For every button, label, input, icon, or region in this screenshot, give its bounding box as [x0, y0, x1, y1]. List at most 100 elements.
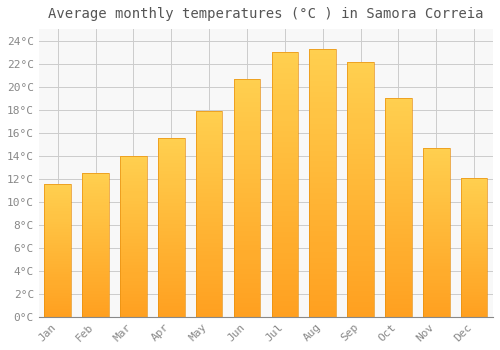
- Bar: [234, 169, 260, 174]
- Bar: [310, 279, 336, 285]
- Bar: [385, 150, 411, 155]
- Bar: [423, 290, 450, 293]
- Bar: [461, 258, 487, 261]
- Bar: [234, 260, 260, 264]
- Bar: [310, 76, 336, 81]
- Bar: [234, 226, 260, 231]
- Bar: [348, 159, 374, 164]
- Bar: [82, 262, 109, 265]
- Bar: [196, 255, 222, 259]
- Bar: [310, 306, 336, 312]
- Bar: [310, 199, 336, 204]
- Bar: [234, 193, 260, 198]
- Bar: [196, 127, 222, 131]
- Bar: [44, 314, 71, 317]
- Bar: [272, 285, 298, 290]
- Bar: [348, 124, 374, 128]
- Bar: [423, 175, 450, 178]
- Bar: [120, 175, 146, 178]
- Bar: [234, 178, 260, 183]
- Bar: [310, 263, 336, 268]
- Bar: [158, 281, 184, 285]
- Bar: [120, 194, 146, 197]
- Bar: [82, 208, 109, 210]
- Bar: [82, 205, 109, 208]
- Bar: [423, 293, 450, 296]
- Bar: [272, 312, 298, 317]
- Bar: [348, 236, 374, 240]
- Bar: [82, 239, 109, 242]
- Bar: [44, 237, 71, 240]
- Bar: [234, 312, 260, 317]
- Bar: [385, 181, 411, 186]
- Bar: [82, 257, 109, 259]
- Bar: [120, 256, 146, 259]
- Bar: [234, 264, 260, 269]
- Bar: [82, 311, 109, 314]
- Bar: [272, 264, 298, 269]
- Bar: [120, 310, 146, 314]
- Bar: [44, 248, 71, 251]
- Bar: [158, 295, 184, 299]
- Bar: [82, 294, 109, 297]
- Bar: [423, 188, 450, 191]
- Bar: [272, 259, 298, 264]
- Bar: [196, 202, 222, 205]
- Bar: [310, 124, 336, 129]
- Bar: [120, 220, 146, 223]
- Bar: [310, 54, 336, 60]
- Bar: [423, 205, 450, 209]
- Bar: [120, 207, 146, 210]
- Bar: [348, 291, 374, 296]
- Bar: [385, 133, 411, 138]
- Bar: [44, 184, 71, 317]
- Bar: [461, 250, 487, 253]
- Bar: [461, 183, 487, 186]
- Bar: [120, 223, 146, 226]
- Bar: [461, 219, 487, 222]
- Bar: [423, 202, 450, 205]
- Bar: [44, 230, 71, 232]
- Bar: [272, 94, 298, 100]
- Bar: [272, 280, 298, 285]
- Bar: [461, 281, 487, 284]
- Bar: [385, 251, 411, 256]
- Bar: [158, 153, 184, 156]
- Bar: [423, 161, 450, 164]
- Bar: [423, 168, 450, 171]
- Bar: [348, 164, 374, 169]
- Bar: [423, 276, 450, 280]
- Bar: [310, 161, 336, 167]
- Bar: [120, 217, 146, 220]
- Bar: [272, 105, 298, 110]
- Bar: [196, 284, 222, 288]
- Bar: [120, 162, 146, 165]
- Bar: [385, 256, 411, 260]
- Bar: [234, 207, 260, 212]
- Bar: [461, 267, 487, 270]
- Bar: [82, 216, 109, 219]
- Bar: [461, 177, 487, 180]
- Bar: [461, 194, 487, 197]
- Bar: [310, 81, 336, 86]
- Bar: [385, 247, 411, 251]
- Bar: [234, 212, 260, 217]
- Bar: [348, 281, 374, 286]
- Bar: [385, 295, 411, 299]
- Bar: [158, 149, 184, 153]
- Bar: [310, 49, 336, 317]
- Bar: [385, 304, 411, 308]
- Bar: [234, 126, 260, 131]
- Bar: [272, 290, 298, 296]
- Bar: [310, 247, 336, 252]
- Bar: [461, 225, 487, 228]
- Bar: [310, 204, 336, 210]
- Bar: [348, 286, 374, 291]
- Bar: [461, 308, 487, 311]
- Bar: [196, 243, 222, 247]
- Bar: [120, 210, 146, 214]
- Bar: [44, 256, 71, 259]
- Bar: [385, 177, 411, 181]
- Bar: [82, 268, 109, 271]
- Bar: [385, 107, 411, 111]
